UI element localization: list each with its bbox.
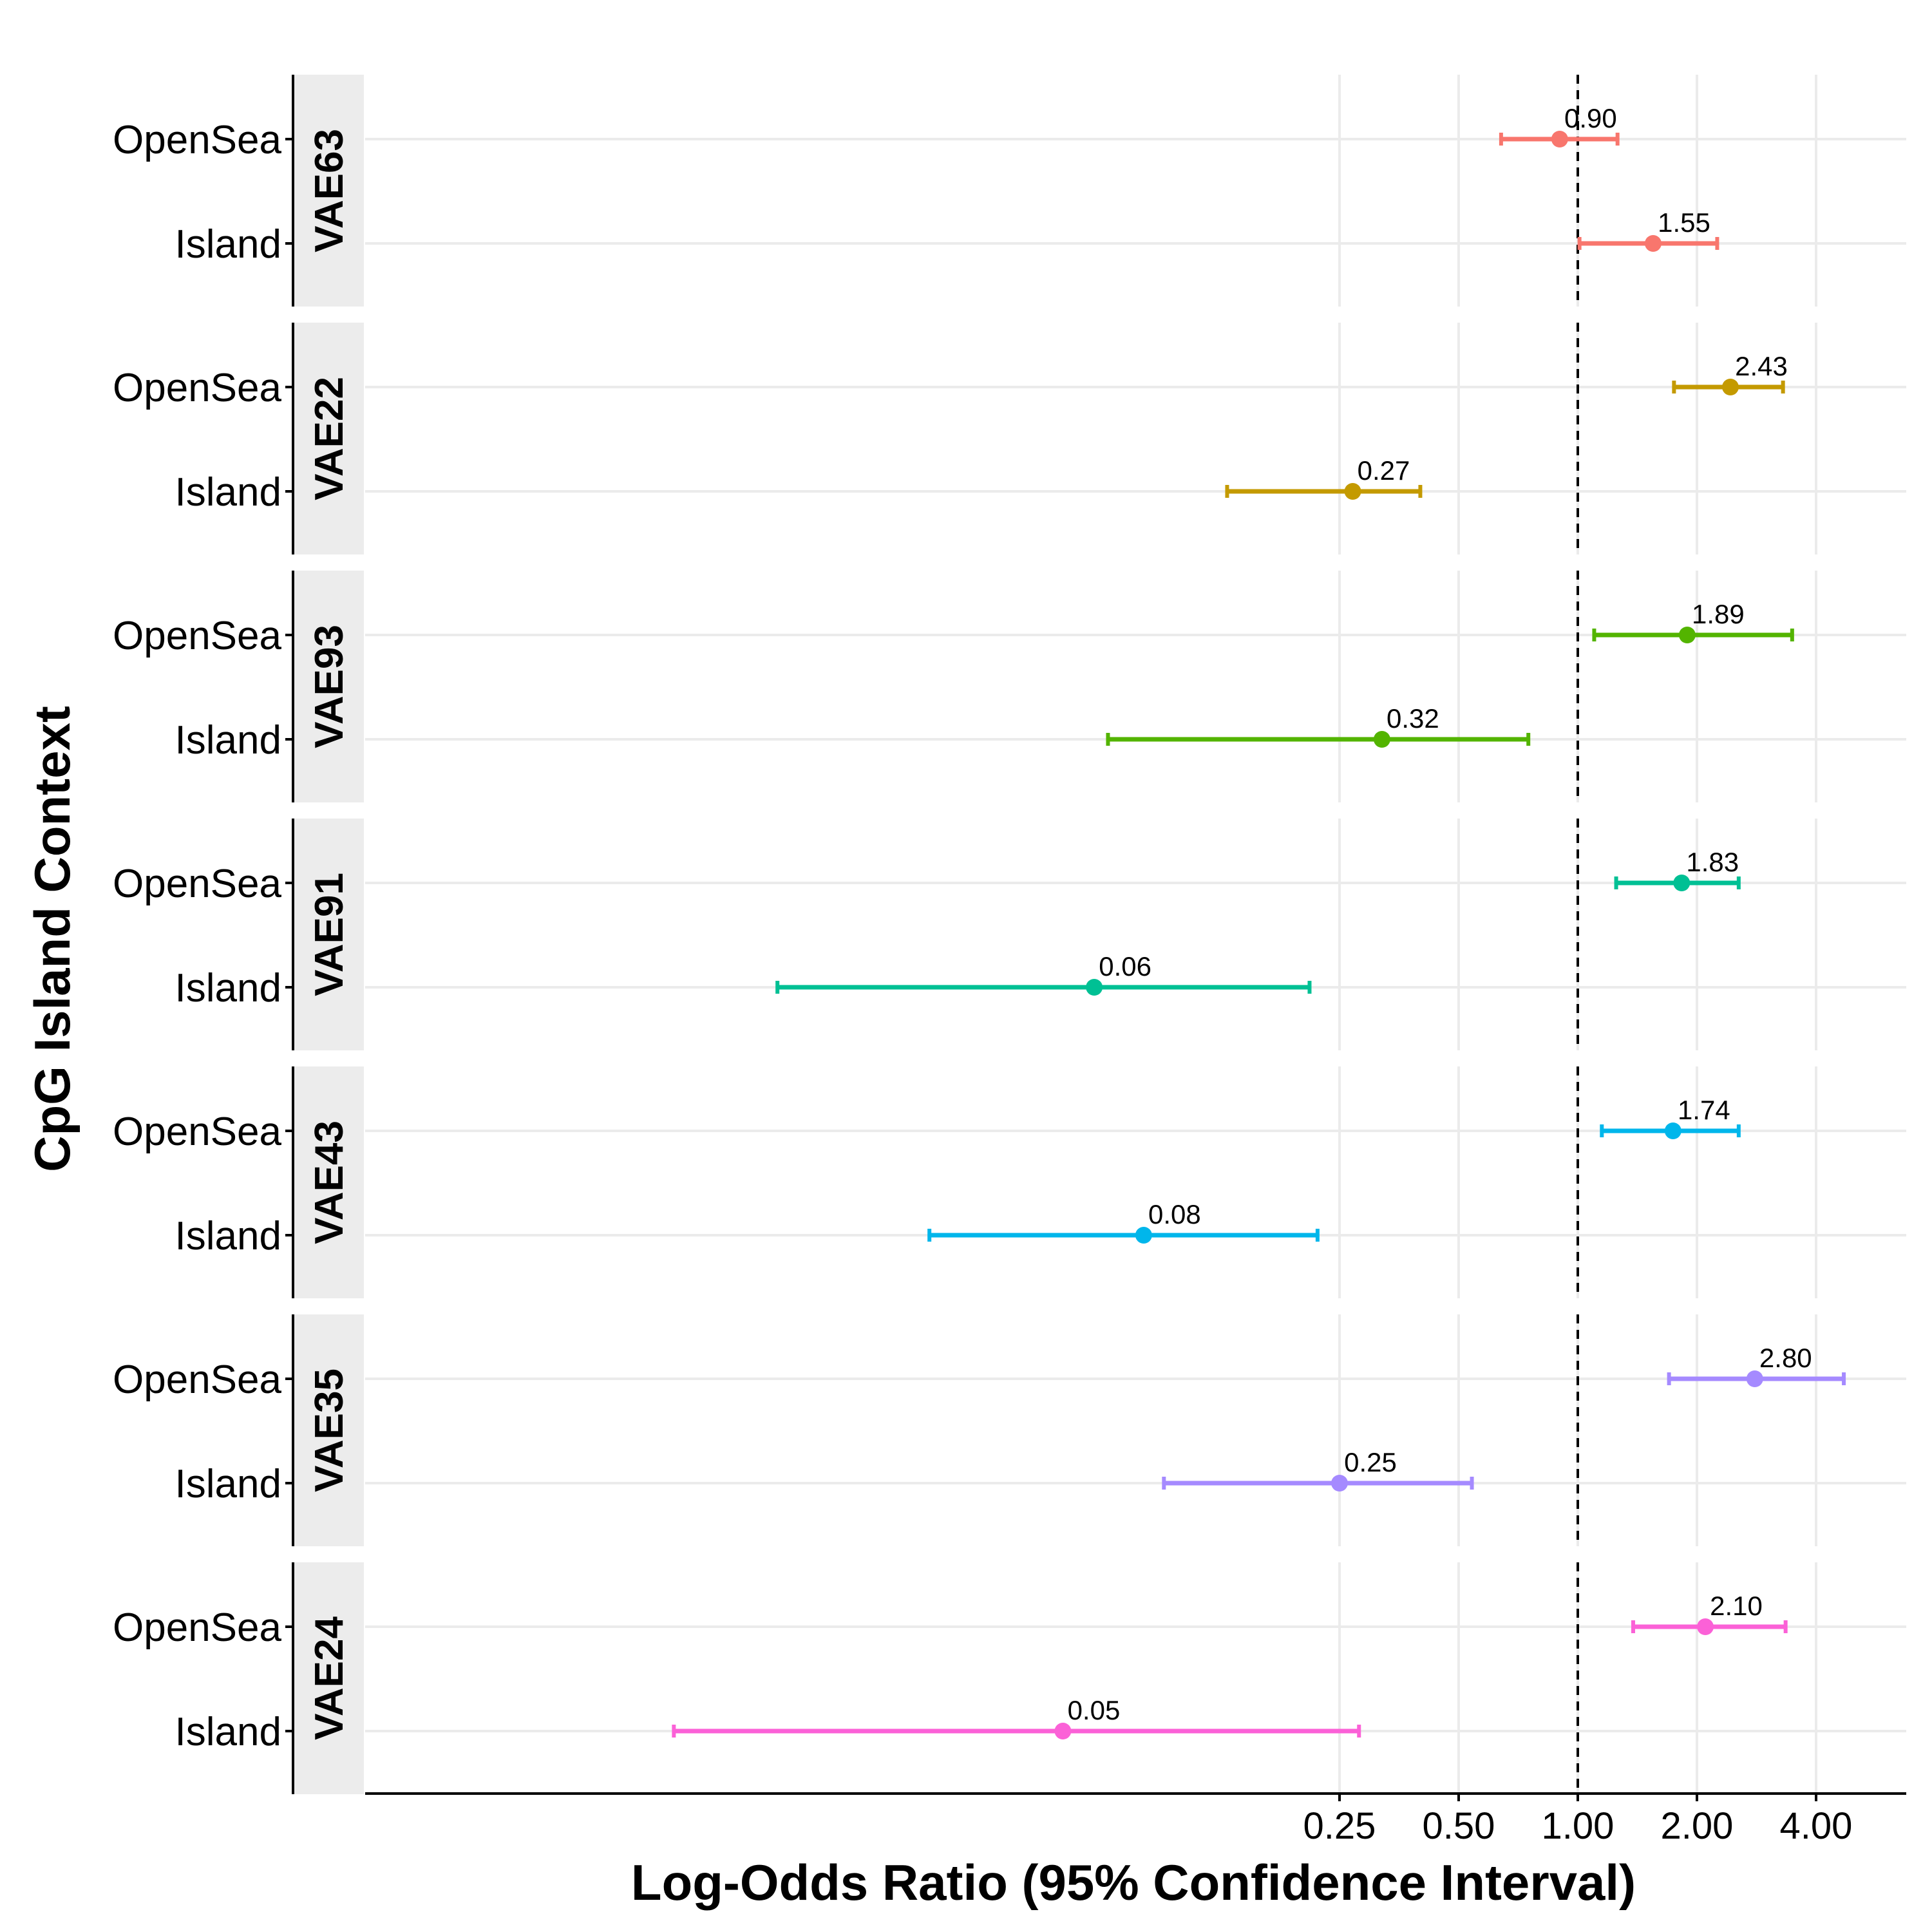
panel-strip-label: VAE93 — [307, 625, 352, 748]
x-tick-label: 0.25 — [1303, 1805, 1376, 1847]
y-category-label: Island — [175, 718, 281, 762]
y-category-label: OpenSea — [113, 614, 282, 658]
panel-strip — [293, 1066, 364, 1298]
panel-strip-label: VAE43 — [307, 1121, 352, 1244]
y-category-label: Island — [175, 966, 281, 1010]
panel-vae43: VAE43 OpenSea 1.74 Island 0.08 — [113, 1066, 1741, 1298]
panel-layer: VAE63 OpenSea 0.90 Island 1.55 VAE22 OpenSea 2.… — [113, 75, 1846, 1794]
panel-strip-label: VAE22 — [307, 377, 352, 500]
y-category-label: OpenSea — [113, 1605, 282, 1650]
y-category-label: OpenSea — [113, 1110, 282, 1154]
estimate-data-label: 0.05 — [1068, 1695, 1121, 1725]
panel-strip — [293, 1314, 364, 1546]
estimate-data-label: 1.89 — [1692, 599, 1745, 629]
y-category-label: Island — [175, 470, 281, 515]
panel-vae93: VAE93 OpenSea 1.89 Island 0.32 — [113, 571, 1794, 802]
panel-strip-label: VAE63 — [307, 129, 352, 252]
point-estimate — [1644, 235, 1662, 252]
point-estimate — [1373, 731, 1390, 748]
point-estimate — [1135, 1227, 1152, 1244]
panel-strip — [293, 819, 364, 1050]
estimate-data-label: 0.27 — [1358, 455, 1410, 486]
grid-layer — [365, 75, 1906, 1794]
y-axis-title: CpG Island Context — [24, 706, 80, 1172]
x-axis-title: Log-Odds Ratio (95% Confidence Interval) — [631, 1854, 1636, 1911]
x-tick-label: 1.00 — [1542, 1805, 1615, 1847]
panel-strip — [293, 571, 364, 802]
x-tick-label: 0.50 — [1423, 1805, 1495, 1847]
y-category-label: Island — [175, 1214, 281, 1258]
y-category-label: Island — [175, 222, 281, 267]
panel-strip-label: VAE35 — [307, 1368, 352, 1492]
panel-strip-label: VAE24 — [307, 1616, 352, 1740]
point-estimate — [1721, 379, 1739, 395]
point-estimate — [1697, 1618, 1714, 1635]
estimate-data-label: 2.43 — [1735, 351, 1788, 381]
x-tick-label: 2.00 — [1661, 1805, 1734, 1847]
panel-vae24: VAE24 OpenSea 2.10 Island 0.05 — [113, 1562, 1788, 1794]
point-estimate — [1344, 483, 1361, 500]
estimate-data-label: 2.10 — [1710, 1591, 1763, 1621]
point-estimate — [1331, 1475, 1348, 1492]
point-estimate — [1054, 1723, 1072, 1739]
point-estimate — [1746, 1370, 1763, 1387]
y-category-label: OpenSea — [113, 366, 282, 410]
panel-vae22: VAE22 OpenSea 2.43 Island 0.27 — [113, 323, 1788, 554]
y-category-label: Island — [175, 1710, 281, 1754]
panel-strip — [293, 75, 364, 307]
estimate-data-label: 1.83 — [1686, 847, 1739, 877]
point-estimate — [1664, 1122, 1681, 1139]
point-estimate — [1551, 131, 1568, 147]
estimate-data-label: 1.74 — [1678, 1095, 1730, 1125]
y-category-label: OpenSea — [113, 862, 282, 906]
y-category-label: Island — [175, 1462, 281, 1506]
y-category-label: OpenSea — [113, 1358, 282, 1402]
estimate-data-label: 0.90 — [1564, 103, 1617, 133]
x-axis: 0.25 0.50 1.00 2.00 4.00 — [365, 1792, 1906, 1847]
point-estimate — [1673, 875, 1690, 891]
estimate-data-label: 0.06 — [1099, 951, 1151, 981]
estimate-data-label: 0.08 — [1148, 1199, 1201, 1229]
panel-vae91: VAE91 OpenSea 1.83 Island 0.06 — [113, 819, 1741, 1050]
estimate-data-label: 0.25 — [1344, 1447, 1397, 1477]
point-estimate — [1678, 627, 1696, 643]
panel-strip — [293, 323, 364, 554]
y-category-label: OpenSea — [113, 118, 282, 162]
point-estimate — [1086, 979, 1103, 996]
panel-vae63: VAE63 OpenSea 0.90 Island 1.55 — [113, 75, 1719, 307]
x-tick-label: 4.00 — [1780, 1805, 1853, 1847]
panel-vae35: VAE35 OpenSea 2.80 Island 0.25 — [113, 1314, 1846, 1546]
estimate-data-label: 1.55 — [1658, 207, 1710, 238]
estimate-data-label: 0.32 — [1387, 703, 1439, 734]
panel-strip — [293, 1562, 364, 1794]
estimate-data-label: 2.80 — [1759, 1343, 1812, 1373]
panel-strip-label: VAE91 — [307, 873, 352, 996]
